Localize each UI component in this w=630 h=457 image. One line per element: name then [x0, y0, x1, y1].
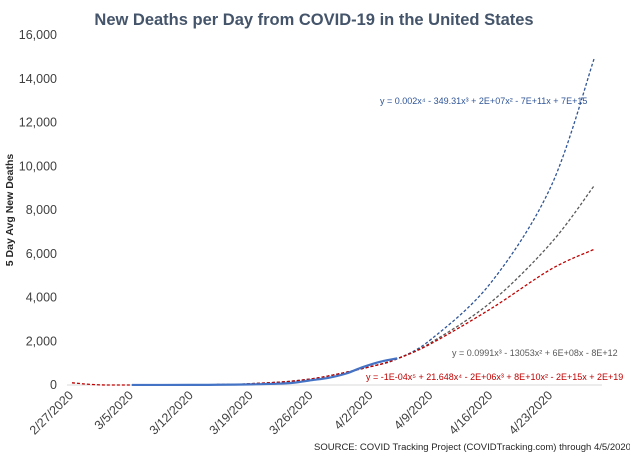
trend-label-quartic: y = 0.002x⁴ - 349.31x³ + 2E+07x² - 7E+11…	[380, 96, 587, 106]
x-tick-label: 2/27/2020	[27, 388, 76, 437]
x-tick-label: 4/23/2020	[506, 388, 555, 437]
y-tick-label: 4,000	[26, 291, 57, 305]
y-tick-label: 12,000	[19, 116, 57, 130]
x-tick-label: 4/2/2020	[331, 388, 375, 432]
series-layer	[71, 58, 595, 387]
x-axis: 2/27/2020 3/5/2020 3/12/2020 3/19/2020 3/26/…	[27, 388, 555, 437]
y-axis: 0 2,000 4,000 6,000 8,000 10,000 12,000 14,000 1…	[19, 28, 57, 392]
source-note: SOURCE: COVID Tracking Project (COVIDTra…	[314, 442, 630, 453]
y-tick-label: 10,000	[19, 159, 57, 173]
y-tick-label: 6,000	[26, 247, 57, 261]
trend-label-cubic: y = 0.0991x³ - 13053x² + 6E+08x - 8E+12	[452, 348, 618, 358]
x-tick-label: 3/19/2020	[207, 388, 256, 437]
x-tick-label: 3/12/2020	[147, 388, 196, 437]
y-tick-label: 16,000	[19, 28, 57, 42]
trendline-1	[131, 58, 595, 386]
x-tick-label: 3/26/2020	[267, 388, 316, 437]
x-tick-label: 3/5/2020	[92, 388, 136, 432]
y-tick-label: 14,000	[19, 72, 57, 86]
y-tick-label: 8,000	[26, 203, 57, 217]
trendline-3	[71, 248, 595, 386]
y-axis-label: 5 Day Avg New Deaths	[4, 154, 16, 267]
x-tick-label: 4/9/2020	[391, 388, 435, 432]
x-tick-label: 4/16/2020	[446, 388, 495, 437]
trend-label-quintic: y = -1E-04x⁵ + 21.648x⁴ - 2E+06x³ + 8E+1…	[366, 372, 623, 382]
chart-title: New Deaths per Day from COVID-19 in the …	[94, 11, 533, 29]
y-tick-label: 2,000	[26, 334, 57, 348]
actual-deaths-line	[131, 357, 398, 387]
y-tick-label: 0	[50, 378, 57, 392]
